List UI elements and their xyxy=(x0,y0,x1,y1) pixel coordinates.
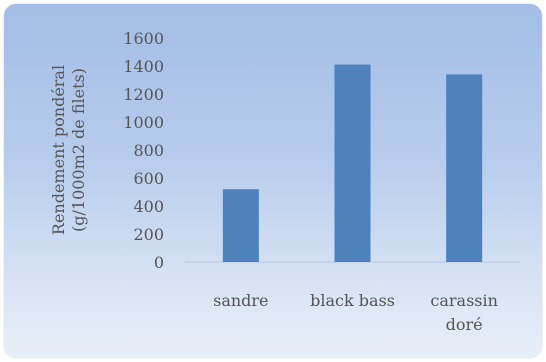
x-tick-label: black bass xyxy=(310,291,395,310)
y-tick-label: 1000 xyxy=(123,113,164,132)
y-tick-label: 1200 xyxy=(123,85,164,104)
x-axis-labels: sandre black bass carassin doré xyxy=(213,291,498,334)
y-tick-label: 600 xyxy=(133,169,164,188)
y-tick-label: 200 xyxy=(133,225,164,244)
bar-black-bass xyxy=(334,64,371,262)
y-tick-label: 800 xyxy=(133,141,164,160)
bar-carassin-doré xyxy=(446,74,483,263)
x-tick-label: carassin xyxy=(430,291,498,310)
y-tick-label: 1400 xyxy=(123,57,164,76)
x-tick-label: doré xyxy=(446,315,483,334)
bars xyxy=(222,64,483,263)
y-axis-label-line-2: (g/1000m2 de filets) xyxy=(69,68,88,232)
y-tick-label: 1600 xyxy=(123,29,164,48)
x-tick-label: sandre xyxy=(213,291,268,310)
y-tick-label: 0 xyxy=(154,253,164,272)
y-axis-label-line-1: Rendement pondéral xyxy=(49,65,68,235)
y-axis-label: Rendement pondéral (g/1000m2 de filets) xyxy=(49,65,88,235)
y-axis-ticks: 0 200 400 600 800 1000 1200 1400 1600 xyxy=(123,29,164,272)
bar-sandre xyxy=(222,189,259,262)
y-tick-label: 400 xyxy=(133,197,164,216)
